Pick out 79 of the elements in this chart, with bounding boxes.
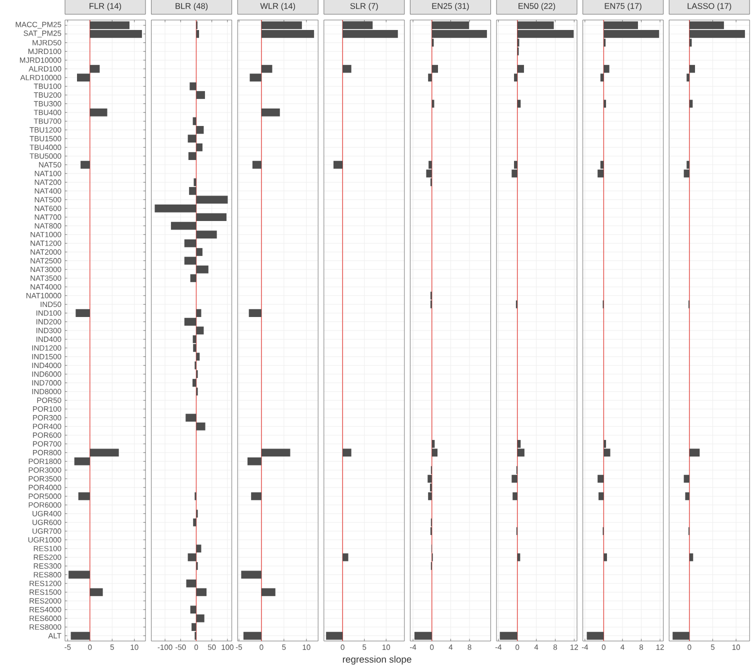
bar [342,553,348,562]
bar [170,222,196,230]
bar [78,492,90,500]
bar [188,134,196,143]
bar [689,64,696,73]
bar [68,570,90,579]
bar [76,309,90,317]
bar [342,64,352,73]
bar [196,544,202,552]
bar [241,570,262,579]
chart-title: WLR (14) [260,2,296,11]
bar [90,64,100,73]
bar [600,74,604,82]
bar [514,74,518,82]
bar [196,352,200,361]
bar [77,74,90,82]
bar [188,152,196,160]
bar [689,448,700,457]
bar [80,160,90,169]
bar [251,492,262,500]
bar [261,448,290,457]
bar [689,553,694,562]
x-axis-title: regression slope [342,656,412,665]
bar [190,82,196,90]
bar [186,580,196,588]
bar [196,143,202,152]
bar [261,108,280,116]
chart-title: SLR (7) [350,2,378,11]
chart-title: FLR (14) [90,2,122,11]
chart-title: EN75 (17) [604,2,642,11]
bar [261,588,276,596]
bar [190,606,196,614]
bar [90,588,103,596]
bar [196,248,202,256]
bar [196,196,228,204]
bar [248,309,262,317]
bar [74,457,90,466]
bar [333,160,343,169]
bar [598,492,604,500]
bar [154,204,196,212]
bar [184,239,196,248]
bar [196,309,202,317]
chart-title: LASSO (17) [688,2,732,11]
bar [188,553,196,562]
bar [428,74,432,82]
bar [432,64,438,73]
bar [196,266,208,274]
bar [186,414,196,422]
bar [604,100,606,108]
bar [196,326,204,334]
bar [686,74,690,82]
bar [250,74,262,82]
bar [247,457,262,466]
bar [512,492,518,500]
bar [196,126,204,134]
bar [261,64,272,73]
bar [192,378,196,387]
bar [685,492,690,500]
chart-title: EN25 (31) [432,2,469,11]
bar [342,448,352,457]
bar [684,474,690,483]
bar [196,614,204,622]
bar [196,213,226,222]
bar [193,518,196,526]
bar [252,160,262,169]
bar [196,588,207,596]
bar [196,91,205,99]
bar [196,422,206,430]
bar [90,448,119,457]
bar [604,553,607,562]
bar [90,108,108,116]
bar [184,318,196,326]
bar [184,256,196,265]
bar [598,474,604,483]
chart-title: BLR (48) [176,2,208,11]
bar [196,230,217,238]
bar [604,64,610,73]
bar [517,64,524,73]
chart-title: EN50 (22) [518,2,556,11]
